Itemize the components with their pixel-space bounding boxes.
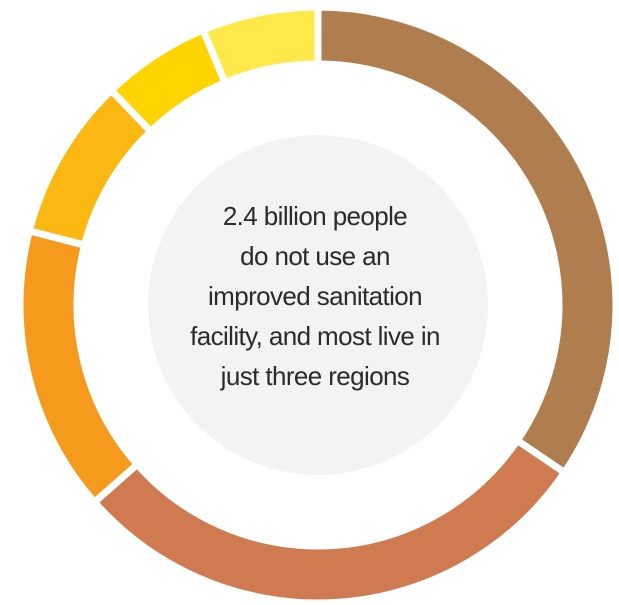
donut-segments [16,3,619,605]
center-caption-line-4: facility, and most live in [190,321,440,351]
center-caption: 2.4 billion people do not use an improve… [155,196,475,396]
donut-segment-3 [16,226,143,508]
center-caption-line-2: do not use an [240,241,390,271]
donut-segment-6 [198,3,322,88]
center-caption-line-3: improved sanitation [207,281,423,311]
center-caption-line-5: just three regions [220,361,410,391]
center-caption-line-1: 2.4 billion people [222,201,408,231]
donut-center-disc [148,135,488,475]
